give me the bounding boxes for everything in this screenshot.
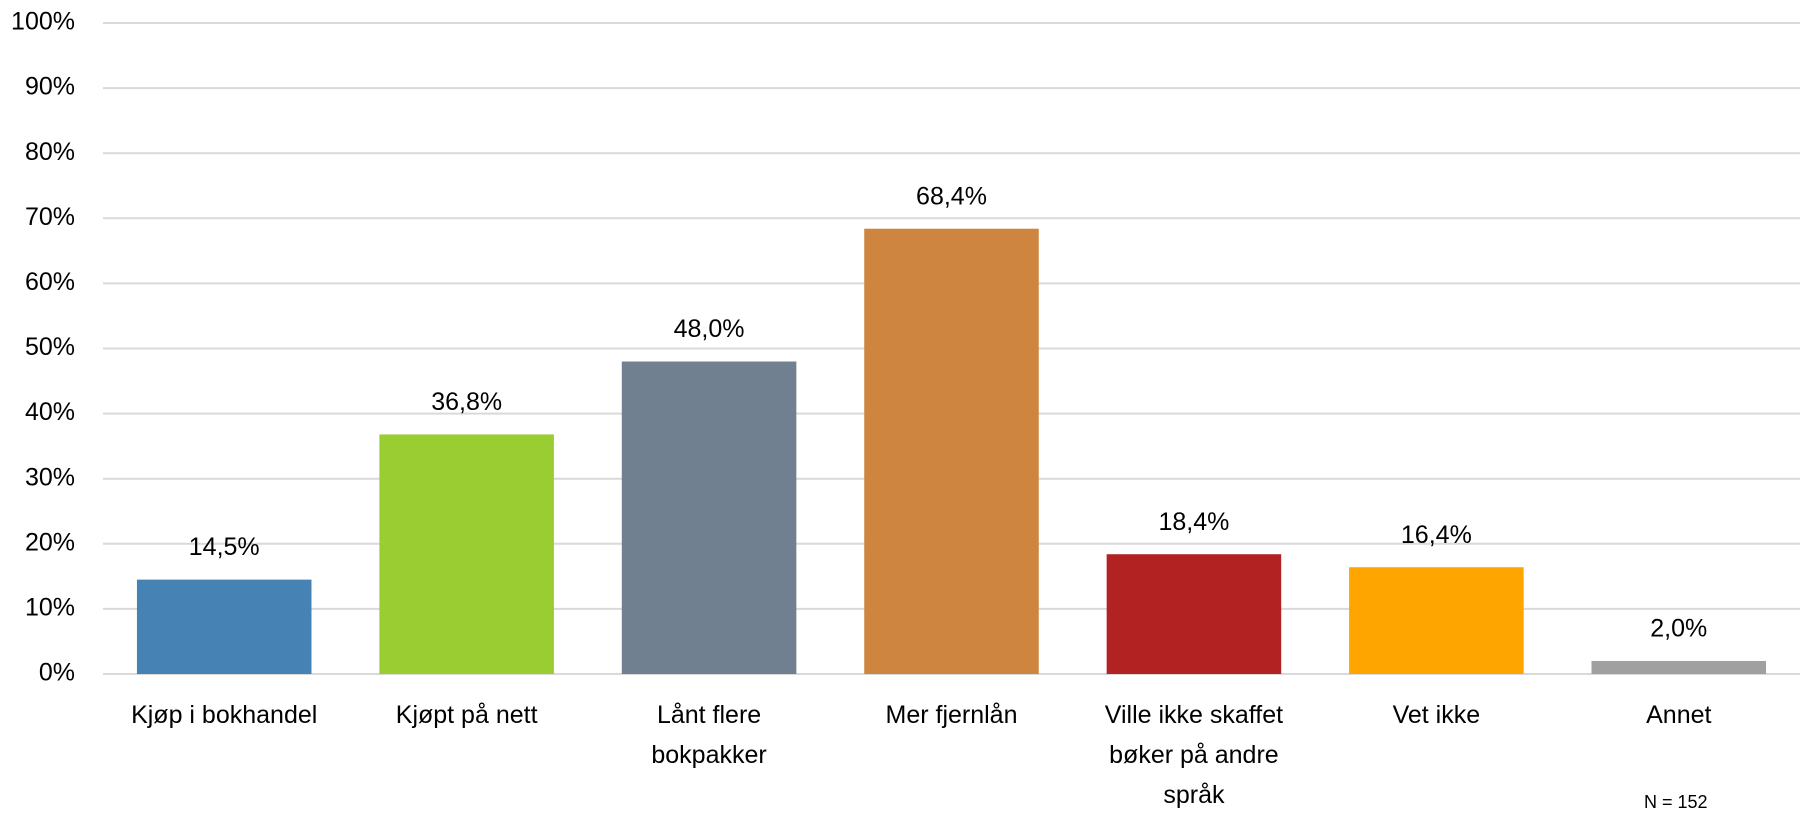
bar	[1106, 554, 1282, 674]
value-label: 48,0%	[674, 315, 745, 343]
y-tick-label: 20%	[25, 528, 75, 556]
x-tick-label: Ville ikke skaffet bøker på andre språk	[1104, 701, 1284, 809]
y-tick-label: 10%	[25, 594, 75, 622]
y-tick-label: 50%	[25, 333, 75, 361]
y-tick-label: 0%	[39, 659, 75, 687]
annotation: N = 152	[1644, 792, 1708, 812]
y-tick-label: 70%	[25, 203, 75, 231]
x-tick-label: Annet	[1646, 701, 1712, 729]
bar	[136, 579, 312, 674]
value-label: 2,0%	[1650, 615, 1707, 643]
x-tick-label: Lånt flere bokpakker	[651, 701, 767, 769]
x-tick-label: Mer fjernlån	[885, 701, 1018, 729]
value-label: 14,5%	[189, 533, 260, 561]
value-label: 16,4%	[1401, 521, 1472, 549]
y-tick-label: 40%	[25, 398, 75, 426]
bar	[864, 228, 1039, 674]
bar	[621, 361, 797, 674]
value-label: 18,4%	[1158, 508, 1229, 536]
y-tick-label: 30%	[25, 463, 75, 491]
x-tick-label: Kjøp i bokhandel	[131, 701, 318, 729]
y-tick-label: 90%	[25, 73, 75, 101]
bar	[1349, 567, 1524, 674]
y-tick-label: 100%	[11, 8, 75, 36]
bar	[379, 434, 554, 674]
value-label: 68,4%	[916, 182, 987, 210]
y-tick-label: 60%	[25, 268, 75, 296]
y-tick-label: 80%	[25, 138, 75, 166]
x-tick-label: Kjøpt på nett	[395, 701, 538, 729]
value-label: 36,8%	[431, 388, 502, 416]
bar	[1591, 660, 1767, 674]
x-tick-label: Vet ikke	[1392, 701, 1481, 729]
